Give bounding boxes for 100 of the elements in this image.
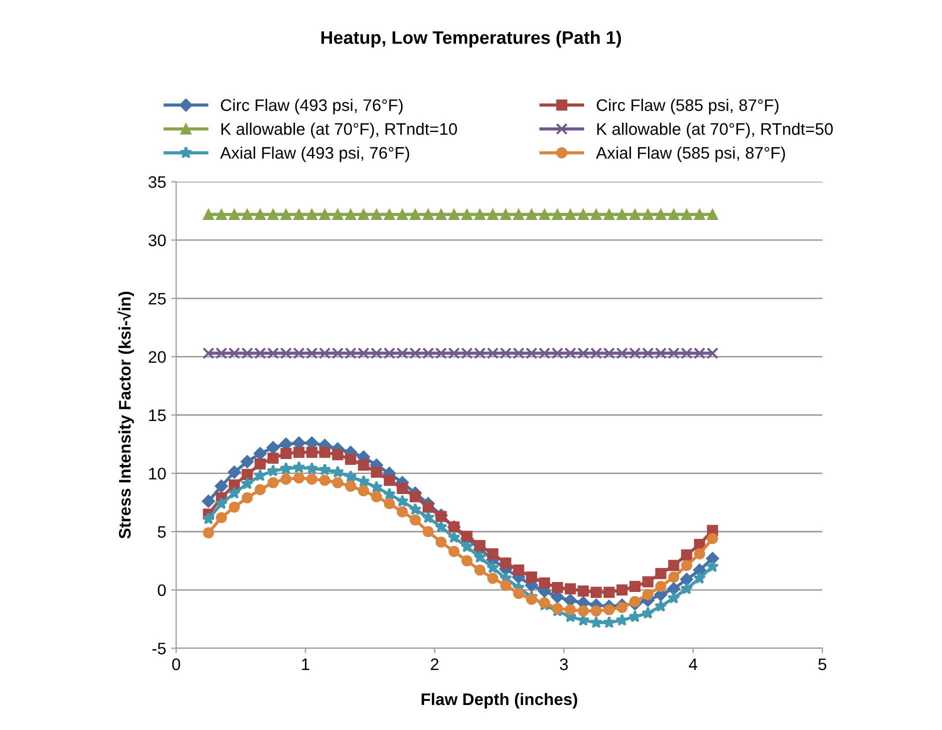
- point: [293, 208, 304, 220]
- point: [332, 208, 344, 220]
- point: [680, 582, 693, 594]
- point: [616, 584, 628, 596]
- point: [436, 536, 447, 548]
- y-tick-label: 35: [148, 176, 166, 188]
- point: [538, 208, 550, 220]
- point: [202, 512, 215, 524]
- point: [642, 589, 654, 600]
- point: [642, 208, 654, 220]
- point: [681, 208, 692, 220]
- point: [538, 577, 550, 588]
- point: [306, 462, 318, 474]
- legend-label: Circ Flaw (585 psi, 87°F): [596, 98, 778, 114]
- x-tick-label: 1: [302, 658, 310, 670]
- point: [487, 548, 498, 560]
- legend-label: K allowable (at 70°F), RTndt=50: [597, 122, 833, 138]
- x-tick-label: 0: [172, 658, 180, 670]
- point: [383, 488, 396, 500]
- point: [655, 568, 666, 580]
- point: [319, 446, 330, 458]
- point: [578, 586, 589, 597]
- point: [564, 604, 576, 616]
- point: [215, 497, 228, 510]
- y-tick-label: 5: [158, 526, 166, 538]
- point: [590, 208, 602, 220]
- point: [357, 474, 370, 488]
- point: [396, 506, 408, 518]
- point: [202, 527, 214, 538]
- point: [513, 564, 524, 576]
- point: [410, 514, 421, 526]
- point: [706, 533, 718, 544]
- point: [526, 208, 538, 220]
- point: [668, 560, 680, 571]
- point: [513, 588, 524, 599]
- point: [604, 586, 615, 598]
- point: [293, 472, 304, 484]
- point: [667, 582, 680, 596]
- point: [370, 208, 382, 220]
- point: [332, 477, 344, 488]
- point: [202, 494, 216, 508]
- point: [280, 462, 292, 474]
- point: [694, 208, 706, 220]
- point: [254, 458, 266, 470]
- point: [655, 208, 666, 220]
- point: [422, 502, 434, 513]
- point: [280, 208, 292, 220]
- point: [228, 208, 240, 220]
- point: [358, 208, 370, 220]
- point: [552, 582, 563, 594]
- point: [268, 477, 279, 488]
- point: [384, 474, 395, 486]
- point: [590, 616, 603, 628]
- point: [513, 208, 524, 220]
- point: [331, 466, 344, 478]
- point: [461, 208, 473, 220]
- legend-label: Axial Flaw (585 psi, 87°F): [596, 146, 785, 162]
- point: [629, 208, 641, 220]
- point: [242, 492, 253, 504]
- y-axis-title: Stress Intensity Factor (ksi-√in): [117, 292, 134, 539]
- point: [604, 604, 615, 616]
- point: [668, 208, 680, 220]
- point: [448, 530, 460, 543]
- point: [268, 208, 279, 220]
- point: [370, 491, 382, 502]
- point: [410, 491, 421, 502]
- point: [345, 208, 356, 220]
- point: [680, 572, 694, 586]
- legend-label: Circ Flaw (493 psi, 76°F): [220, 98, 403, 114]
- point: [693, 572, 706, 584]
- point: [474, 208, 486, 220]
- point: [306, 474, 318, 485]
- point: [202, 208, 214, 220]
- point: [616, 208, 628, 220]
- point: [344, 470, 357, 482]
- point: [358, 460, 370, 471]
- point: [280, 448, 292, 460]
- point: [604, 208, 615, 220]
- point: [254, 469, 266, 482]
- point: [242, 208, 253, 220]
- point: [578, 605, 589, 616]
- point: [500, 208, 512, 220]
- point: [410, 208, 421, 220]
- point: [500, 580, 512, 591]
- point: [500, 558, 512, 569]
- point: [706, 560, 719, 572]
- x-tick-label: 5: [818, 658, 826, 670]
- point: [434, 520, 448, 532]
- y-tick-label: 30: [148, 234, 166, 246]
- x-tick-label: 4: [688, 658, 698, 670]
- point: [228, 502, 240, 513]
- point: [345, 480, 356, 492]
- point: [332, 449, 344, 460]
- point: [396, 482, 408, 494]
- point: [436, 208, 447, 220]
- point: [590, 586, 602, 598]
- point: [216, 512, 227, 524]
- point: [616, 602, 628, 613]
- point: [422, 526, 434, 538]
- point: [526, 572, 538, 583]
